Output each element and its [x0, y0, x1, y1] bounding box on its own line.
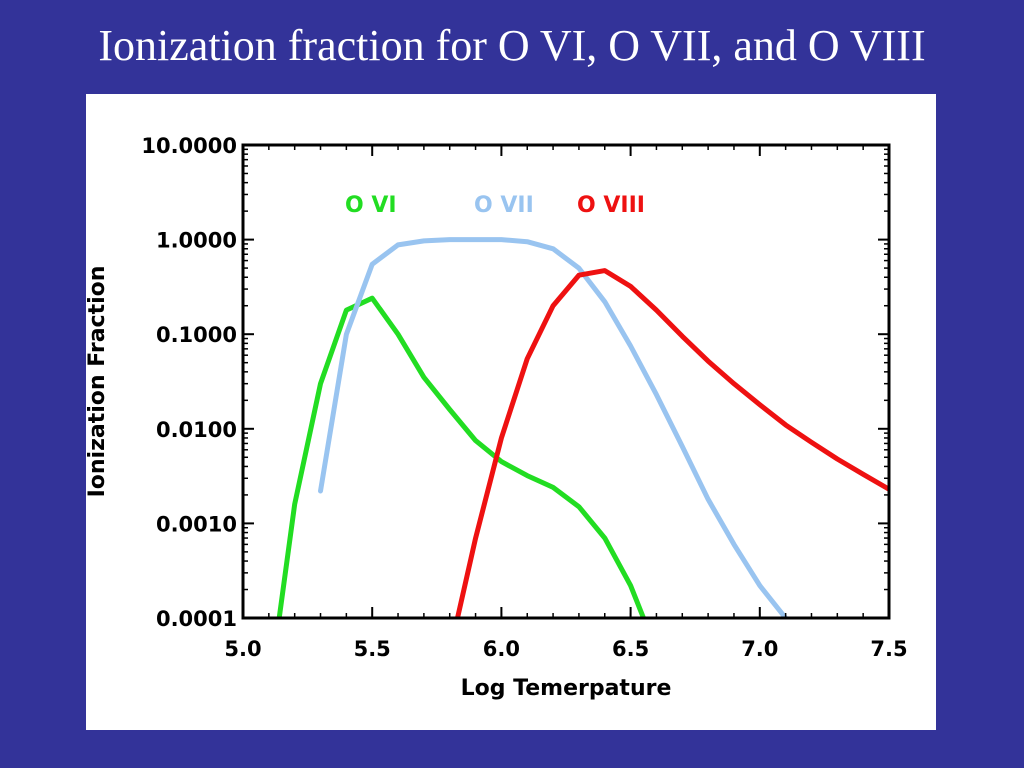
x-tick-label: 6.0	[483, 637, 520, 661]
y-axis-label: Ionization Fraction	[86, 266, 110, 498]
tick-layer	[242, 144, 890, 619]
series-line-o-viii	[455, 268, 889, 618]
legend: O VI O VII O VIII	[345, 193, 645, 218]
series-line-o-vi	[276, 295, 646, 618]
legend-label-o-viii: O VIII	[577, 193, 645, 218]
y-tick-label: 0.0010	[156, 512, 237, 536]
plot-panel: 5.0 5.5 6.0 6.5 7.0 7.5 10.0000 1.0000 0.1000 0.0…	[86, 94, 936, 730]
legend-label-o-vii: O VII	[474, 193, 534, 218]
ionization-chart: 5.0 5.5 6.0 6.5 7.0 7.5 10.0000 1.0000 0.1000 0.0…	[86, 134, 908, 701]
plot-frame	[241, 143, 891, 620]
legend-label-o-vi: O VI	[345, 193, 397, 218]
slide-title: Ionization fraction for O VI, O VII, and…	[98, 21, 926, 70]
y-tick-label: 1.0000	[156, 229, 237, 253]
x-axis-label: Log Temerpature	[461, 676, 672, 701]
x-tick-label: 5.5	[354, 637, 391, 661]
y-tick-label: 10.0000	[141, 134, 237, 158]
x-tick-label: 7.0	[741, 637, 778, 661]
y-tick-label: 0.0001	[156, 607, 237, 631]
x-tick-label: 6.5	[612, 637, 649, 661]
series-line-o-vii	[318, 237, 789, 618]
y-tick-label: 0.1000	[156, 323, 237, 347]
x-tick-label: 7.5	[870, 637, 907, 661]
y-tick-label: 0.0100	[156, 418, 237, 442]
x-tick-label: 5.0	[224, 637, 261, 661]
series-layer	[276, 237, 889, 618]
tick-label-layer: 5.0 5.5 6.0 6.5 7.0 7.5 10.0000 1.0000 0.1000 0.0…	[141, 134, 907, 661]
